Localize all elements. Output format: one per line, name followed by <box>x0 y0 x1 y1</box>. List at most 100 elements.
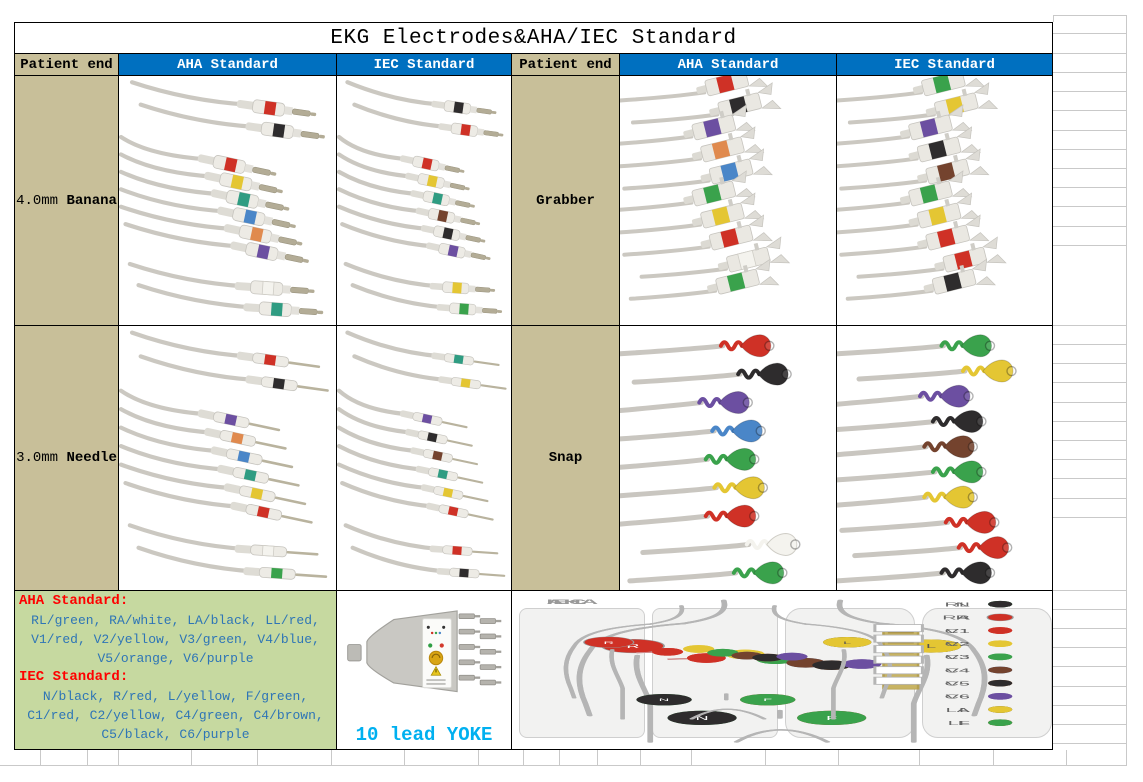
gridline <box>1053 666 1126 667</box>
table-row-banana-grabber: 4.0mm Banana Grabber <box>15 75 1052 325</box>
gridline <box>1053 149 1126 150</box>
svg-text:RL: RL <box>945 602 970 608</box>
gridline <box>1053 402 1126 403</box>
gridline <box>118 750 119 765</box>
gridline <box>1053 91 1126 92</box>
gridline <box>1053 187 1126 188</box>
banana-label-bold: Banana <box>66 192 117 209</box>
svg-text:LA: LA <box>946 707 971 713</box>
gridline <box>1053 245 1126 246</box>
iec-colors-line-3: C5/black, C6/purple <box>101 727 250 742</box>
gridline <box>1126 15 1127 765</box>
needle-iec-photo-cell[interactable] <box>337 325 512 590</box>
gridline <box>1053 325 1126 326</box>
header-patient-end-1[interactable]: Patient end <box>15 53 119 75</box>
header-aha-standard-1[interactable]: AHA Standard <box>119 53 337 75</box>
yoke-label: 10 lead YOKE <box>355 724 493 746</box>
gridline <box>1053 130 1126 131</box>
table-header-row: Patient end AHA Standard IEC Standard Pa… <box>15 53 1052 75</box>
svg-text:V3: V3 <box>946 655 970 661</box>
needle-aha-cables-image <box>119 330 329 580</box>
snap-iec-photo-cell[interactable] <box>837 325 1052 590</box>
row-label-snap[interactable]: Snap <box>512 325 620 590</box>
gridline <box>1053 440 1126 441</box>
needle-aha-photo-cell[interactable] <box>119 325 337 590</box>
body-diagram-iec-legend: IEC R L N F N R C1 C2 C3 C4 C5 C6 L F <box>547 598 1052 738</box>
gridline <box>1053 168 1126 169</box>
gridline <box>87 750 88 765</box>
gridline <box>1053 686 1126 687</box>
header-iec-standard-2[interactable]: IEC Standard <box>837 53 1052 75</box>
svg-text:L: L <box>843 640 851 645</box>
gridline <box>1066 750 1067 765</box>
table-row-needle-snap: 3.0mm Needle Snap <box>15 325 1052 590</box>
svg-text:F: F <box>958 721 970 727</box>
svg-text:LL: LL <box>948 721 970 727</box>
svg-text:AHA: AHA <box>547 598 599 606</box>
gridline <box>331 750 332 765</box>
snap-aha-photo-cell[interactable] <box>620 325 837 590</box>
header-iec-standard-1[interactable]: IEC Standard <box>337 53 512 75</box>
gridline <box>1053 33 1126 34</box>
gridline <box>40 750 41 765</box>
gridline <box>1053 459 1126 460</box>
gridline <box>1053 53 1126 54</box>
svg-text:N: N <box>696 715 709 721</box>
row-label-needle[interactable]: 3.0mm Needle <box>15 325 119 590</box>
needle-label-prefix: 3.0mm <box>16 450 67 466</box>
gridline <box>1053 628 1126 629</box>
banana-label-prefix: 4.0mm <box>16 192 67 209</box>
svg-text:IEC: IEC <box>547 598 587 606</box>
table-title-cell[interactable]: EKG Electrodes&AHA/IEC Standard <box>15 23 1052 53</box>
color-standard-notes-cell[interactable]: AHA Standard: RL/green, RA/white, LA/bla… <box>15 590 337 749</box>
svg-text:N: N <box>956 602 970 608</box>
gridline <box>1053 344 1126 345</box>
gridline <box>478 750 479 765</box>
gridline <box>523 750 524 765</box>
svg-text:L: L <box>959 707 970 713</box>
page-title: EKG Electrodes&AHA/IEC Standard <box>330 26 737 50</box>
aha-standard-heading: AHA Standard: <box>19 593 129 609</box>
iec-standard-heading: IEC Standard: <box>19 669 129 685</box>
svg-text:AHA: AHA <box>547 598 599 606</box>
svg-text:C4: C4 <box>945 668 970 674</box>
snap-label: Snap <box>548 450 583 466</box>
svg-text:C1: C1 <box>945 628 970 634</box>
grabber-iec-cables-image <box>837 76 1007 301</box>
ten-lead-yoke-image <box>347 610 502 693</box>
snap-aha-cables-image <box>620 334 801 585</box>
svg-text:C2: C2 <box>945 642 970 648</box>
banana-iec-cables-image <box>337 80 504 316</box>
gridline <box>191 750 192 765</box>
iec-colors-line-2: C1/red, C2/yellow, C4/green, C4/brown, <box>27 708 324 723</box>
grabber-aha-photo-cell[interactable] <box>620 75 837 325</box>
gridline <box>1053 743 1126 744</box>
aha-colors-line-2: V1/red, V2/yellow, V3/green, V4/blue, <box>31 632 320 647</box>
gridline <box>1053 498 1126 499</box>
banana-iec-photo-cell[interactable] <box>337 75 512 325</box>
svg-text:V4: V4 <box>946 668 970 674</box>
gridline <box>1053 382 1126 383</box>
gridline <box>1053 724 1126 725</box>
snap-iec-cables-image <box>837 334 1017 585</box>
gridline <box>1053 110 1126 111</box>
gridline <box>765 750 766 765</box>
row-label-grabber[interactable]: Grabber <box>512 75 620 325</box>
gridline <box>919 750 920 765</box>
svg-text:R: R <box>604 640 615 645</box>
svg-text:V6: V6 <box>946 694 970 700</box>
gridline <box>640 750 641 765</box>
aha-colors-line-1: RL/green, RA/white, LA/black, LL/red, <box>31 613 320 628</box>
banana-aha-photo-cell[interactable] <box>119 75 337 325</box>
grabber-iec-photo-cell[interactable] <box>837 75 1052 325</box>
svg-text:N: N <box>659 698 669 703</box>
yoke-cell[interactable]: 10 lead YOKE <box>337 590 512 749</box>
gridline <box>1053 609 1126 610</box>
header-patient-end-2[interactable]: Patient end <box>512 53 620 75</box>
gridline <box>597 750 598 765</box>
row-label-banana[interactable]: 4.0mm Banana <box>15 75 119 325</box>
gridline <box>257 750 258 765</box>
header-aha-standard-2[interactable]: AHA Standard <box>620 53 837 75</box>
